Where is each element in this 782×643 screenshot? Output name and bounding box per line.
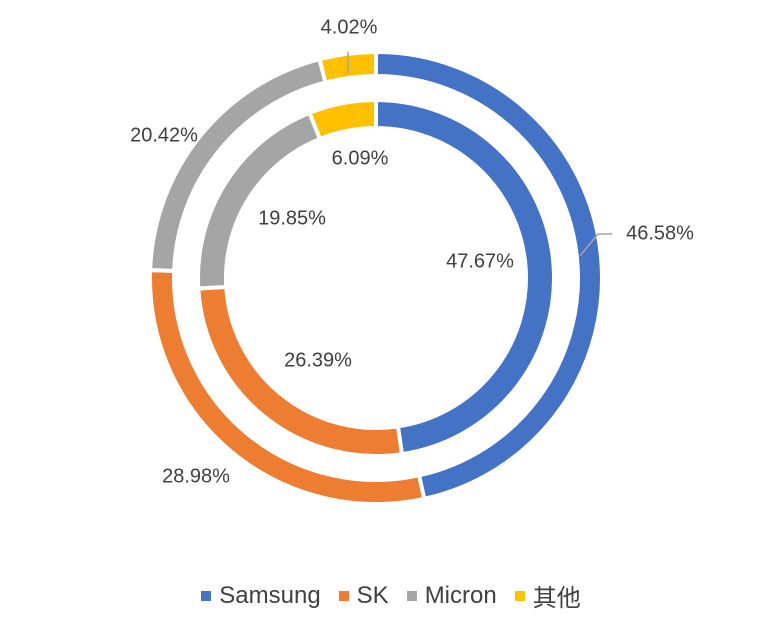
outer-data-label-sk: 28.98% xyxy=(162,465,230,487)
outer-data-label-micron: 20.42% xyxy=(130,124,198,146)
legend-item-other: 其他 xyxy=(514,578,581,613)
legend-label-other: 其他 xyxy=(532,585,581,612)
inner-data-label-micron: 19.85% xyxy=(258,207,326,229)
legend-item-samsung: Samsung xyxy=(201,581,321,610)
inner-ring-slice-samsung xyxy=(374,97,556,457)
inner-data-label-samsung: 47.67% xyxy=(446,250,514,272)
legend-swatch-other xyxy=(514,590,525,601)
legend-label-micron: Micron xyxy=(424,581,497,609)
legend-label-samsung: Samsung xyxy=(219,581,321,609)
legend-swatch-sk xyxy=(338,590,349,601)
legend-swatch-micron xyxy=(406,590,417,601)
outer-leader-line-samsung xyxy=(579,233,612,257)
inner-data-label-other: 6.09% xyxy=(332,147,389,169)
legend: Samsung SK Micron 其他 xyxy=(0,578,782,613)
legend-label-sk: SK xyxy=(356,581,389,609)
legend-swatch-samsung xyxy=(201,590,212,601)
inner-data-label-sk: 26.39% xyxy=(284,349,352,371)
legend-item-micron: Micron xyxy=(406,581,497,610)
outer-data-label-other: 4.02% xyxy=(321,16,378,38)
inner-ring-slice-other xyxy=(306,97,378,142)
outer-data-label-samsung: 46.58% xyxy=(626,222,694,244)
legend-item-sk: SK xyxy=(338,581,389,610)
